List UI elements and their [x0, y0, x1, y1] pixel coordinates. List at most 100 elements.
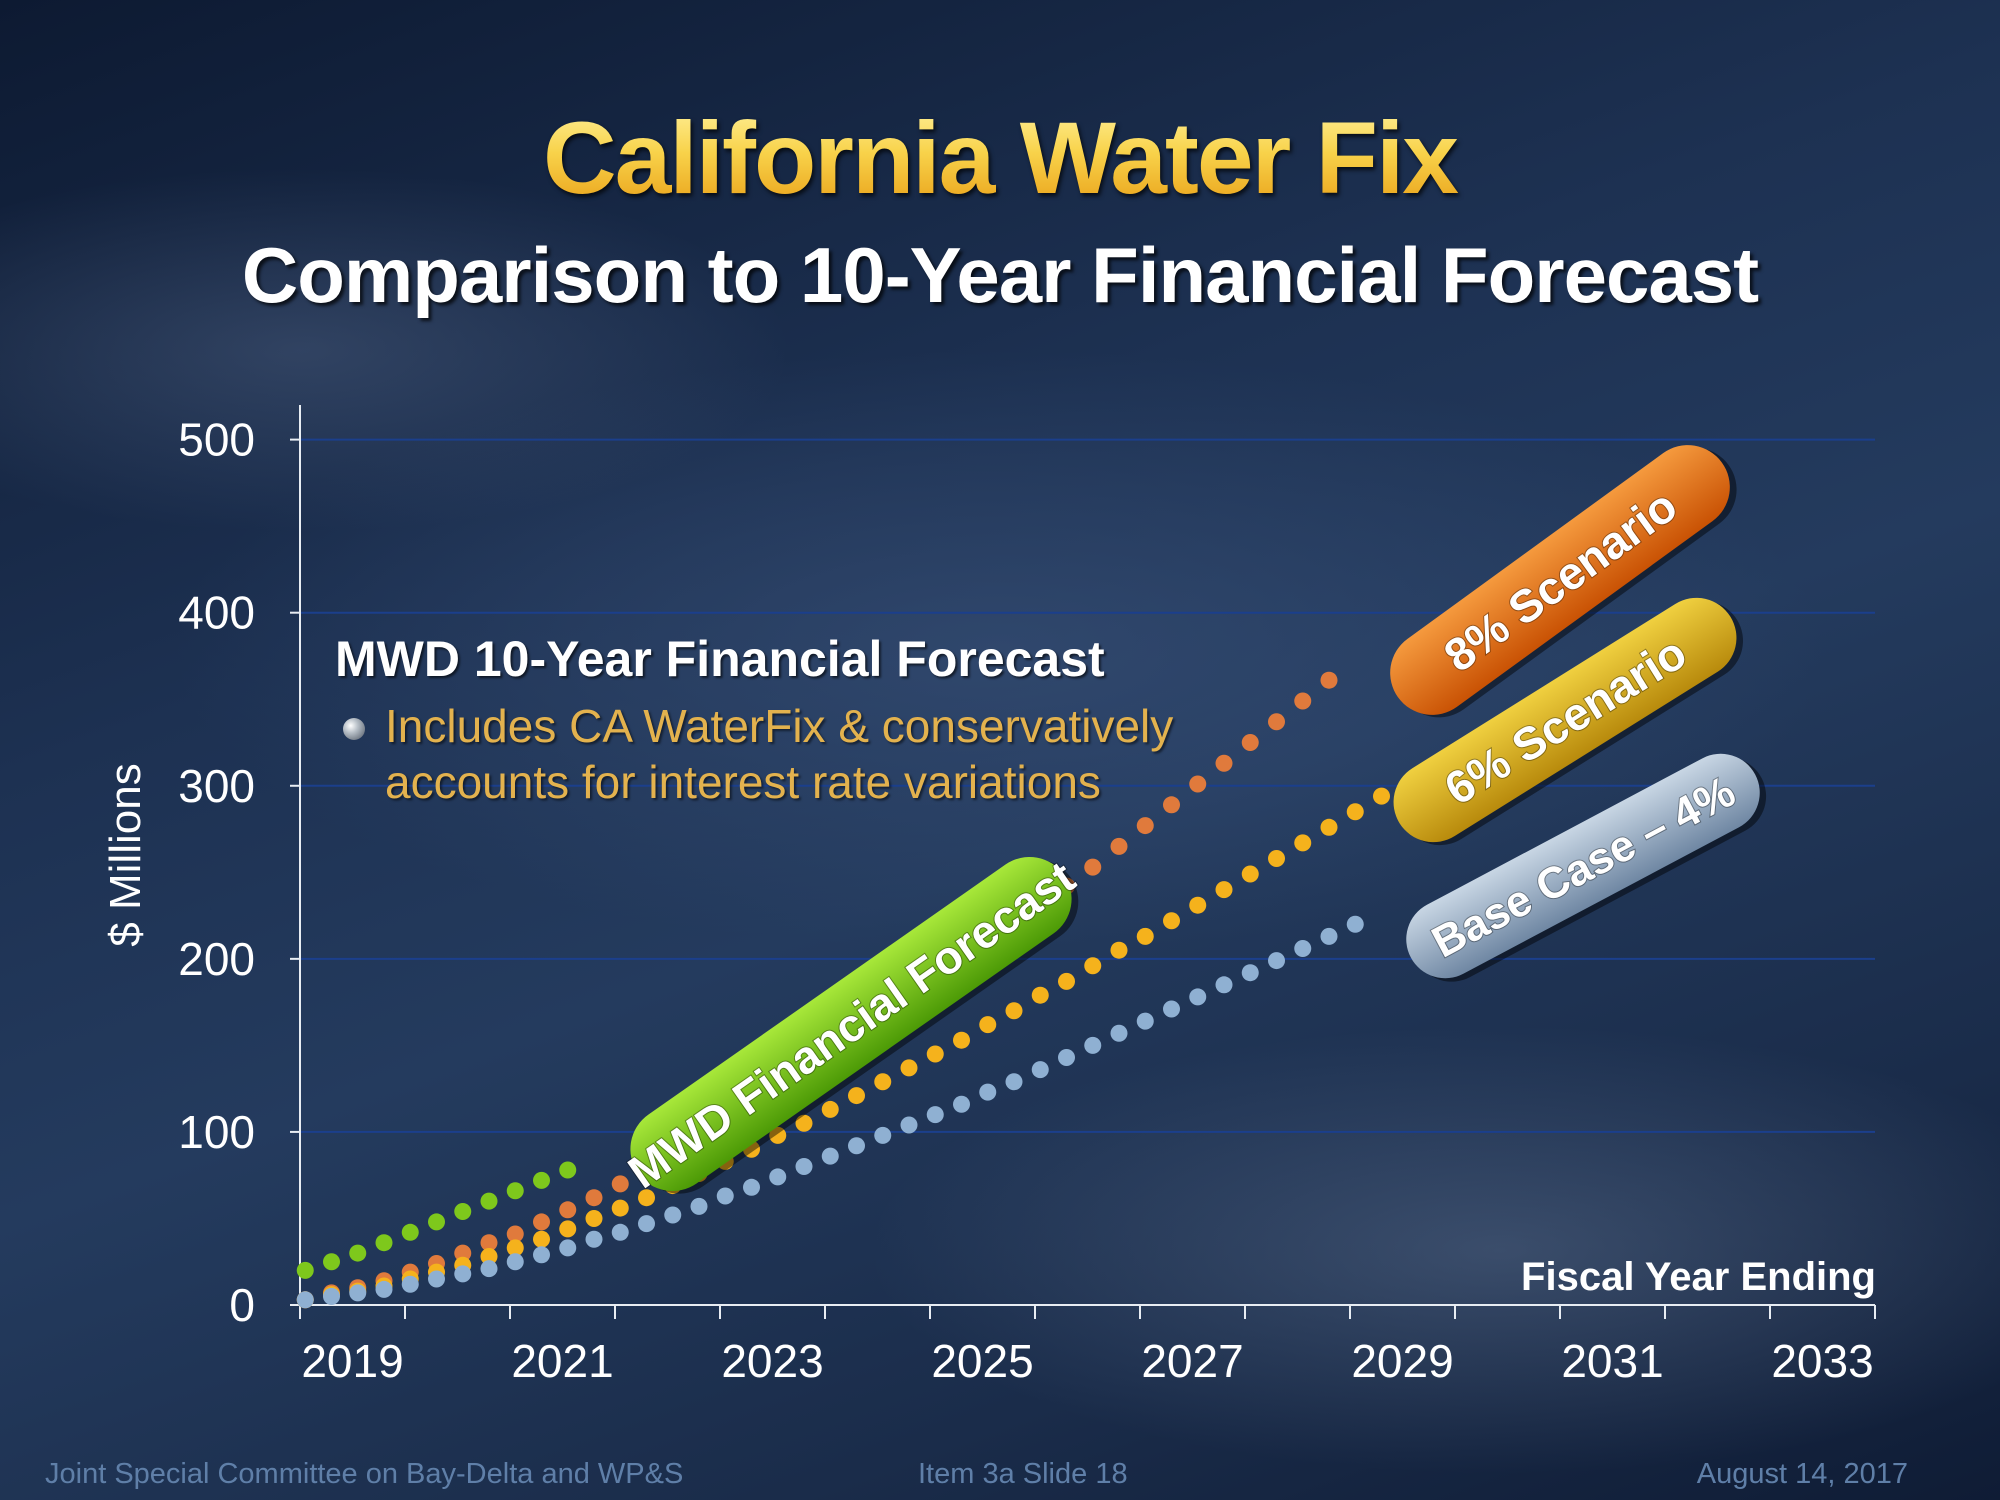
label-pill [1390, 445, 1730, 715]
point-6pct-scenario [821, 1100, 839, 1118]
point-mwd-financial-forecast [401, 1223, 419, 1241]
x-tick-label: 2033 [1771, 1335, 1873, 1387]
point-6pct-scenario [1136, 927, 1154, 945]
y-axis-label: $ Millions [101, 763, 150, 946]
axis-ticks: 0 100 200 300 400 500 2019 2021 2023 2025 2027 2029… [178, 414, 1876, 1387]
point-base-case-4pct [874, 1126, 892, 1144]
grid-lines [300, 438, 1875, 1133]
point-base-case-4pct [1294, 939, 1312, 957]
point-base-case-4pct [401, 1275, 419, 1293]
point-mwd-financial-forecast [533, 1171, 550, 1189]
point-6pct-scenario [769, 1126, 787, 1144]
point-base-case-4pct [1346, 915, 1364, 933]
point-6pct-scenario [953, 1031, 970, 1049]
point-6pct-scenario [1110, 941, 1128, 959]
point-base-case-4pct [795, 1158, 813, 1176]
label-pill [1406, 753, 1760, 979]
footer-date: August 14, 2017 [1696, 1458, 1908, 1490]
point-8pct-scenario [1241, 734, 1259, 751]
point-6pct-scenario [1294, 834, 1312, 852]
point-base-case-4pct [1110, 1024, 1128, 1042]
point-mwd-financial-forecast [506, 1182, 524, 1200]
bullet-icon [343, 718, 365, 740]
point-8pct-scenario [480, 1234, 498, 1252]
point-base-case-4pct [1268, 952, 1285, 970]
point-8pct-scenario [454, 1244, 472, 1262]
y-tick-label: 400 [178, 587, 255, 639]
point-base-case-4pct [1084, 1036, 1102, 1054]
point-6pct-scenario [1189, 896, 1207, 914]
point-8pct-scenario [1215, 754, 1233, 772]
point-8pct-scenario [559, 1201, 577, 1219]
point-base-case-4pct [1136, 1012, 1154, 1030]
point-8pct-scenario [1294, 692, 1312, 710]
point-6pct-scenario [1058, 972, 1075, 990]
point-6pct-scenario [480, 1248, 498, 1266]
point-8pct-scenario [1136, 817, 1154, 835]
y-tick-label: 0 [229, 1279, 255, 1331]
point-mwd-financial-forecast [480, 1192, 498, 1210]
point-base-case-4pct [1163, 1000, 1180, 1018]
point-6pct-scenario [848, 1087, 865, 1105]
point-base-case-4pct [1005, 1073, 1023, 1091]
point-8pct-scenario [1268, 713, 1285, 731]
point-6pct-scenario [1268, 849, 1285, 867]
point-mwd-financial-forecast [296, 1261, 314, 1279]
point-base-case-4pct [585, 1230, 603, 1248]
x-axis-title: Fiscal Year Ending [1521, 1255, 1876, 1299]
point-8pct-scenario [1084, 858, 1102, 876]
point-8pct-scenario [1163, 796, 1180, 814]
annotation-heading: MWD 10-Year Financial Forecast [335, 631, 1105, 687]
slide-title: California Water Fix [0, 100, 2000, 217]
point-base-case-4pct [323, 1287, 340, 1305]
x-tick-label: 2023 [721, 1335, 823, 1387]
point-mwd-financial-forecast [323, 1253, 340, 1271]
x-tick-label: 2025 [931, 1335, 1033, 1387]
footer-committee: Joint Special Committee on Bay-Delta and… [45, 1458, 684, 1490]
point-base-case-4pct [664, 1206, 682, 1224]
point-mwd-financial-forecast [559, 1161, 577, 1179]
slide-subtitle: Comparison to 10-Year Financial Forecast [241, 231, 1759, 319]
point-6pct-scenario [611, 1199, 629, 1217]
point-6pct-scenario [1346, 803, 1364, 821]
point-base-case-4pct [559, 1239, 577, 1257]
point-8pct-scenario [1320, 671, 1338, 689]
point-8pct-scenario [533, 1213, 550, 1231]
point-mwd-financial-forecast [454, 1203, 472, 1221]
point-base-case-4pct [611, 1223, 629, 1241]
point-mwd-financial-forecast [375, 1234, 393, 1252]
annotation-bullet: Includes CA WaterFix & conservatively ac… [335, 698, 1335, 810]
point-base-case-4pct [638, 1215, 655, 1233]
x-tick-label: 2029 [1351, 1335, 1453, 1387]
point-base-case-4pct [900, 1116, 918, 1134]
point-base-case-4pct [506, 1253, 524, 1271]
point-6pct-scenario [1084, 957, 1102, 975]
point-base-case-4pct [454, 1265, 472, 1283]
point-8pct-scenario [506, 1225, 524, 1243]
point-base-case-4pct [979, 1083, 997, 1101]
series-label-mwd-financial-forecast: MWD Financial Forecast [618, 850, 1085, 1200]
point-base-case-4pct [848, 1137, 865, 1155]
point-base-case-4pct [769, 1168, 787, 1186]
point-base-case-4pct [716, 1187, 734, 1205]
point-base-case-4pct [1031, 1061, 1049, 1079]
point-base-case-4pct [1189, 988, 1207, 1006]
x-tick-label: 2031 [1561, 1335, 1663, 1387]
point-6pct-scenario [1005, 1002, 1023, 1020]
y-tick-label: 200 [178, 933, 255, 985]
point-base-case-4pct [480, 1260, 498, 1278]
point-base-case-4pct [953, 1095, 970, 1113]
point-6pct-scenario [900, 1059, 918, 1077]
x-tick-label: 2019 [301, 1335, 403, 1387]
point-base-case-4pct [375, 1280, 393, 1298]
point-base-case-4pct [296, 1291, 314, 1309]
axes [299, 405, 1875, 1306]
point-6pct-scenario [1215, 881, 1233, 899]
point-mwd-financial-forecast [428, 1213, 445, 1231]
point-base-case-4pct [1058, 1049, 1075, 1066]
point-6pct-scenario [638, 1189, 655, 1207]
point-base-case-4pct [533, 1246, 550, 1264]
point-6pct-scenario [1241, 865, 1259, 883]
